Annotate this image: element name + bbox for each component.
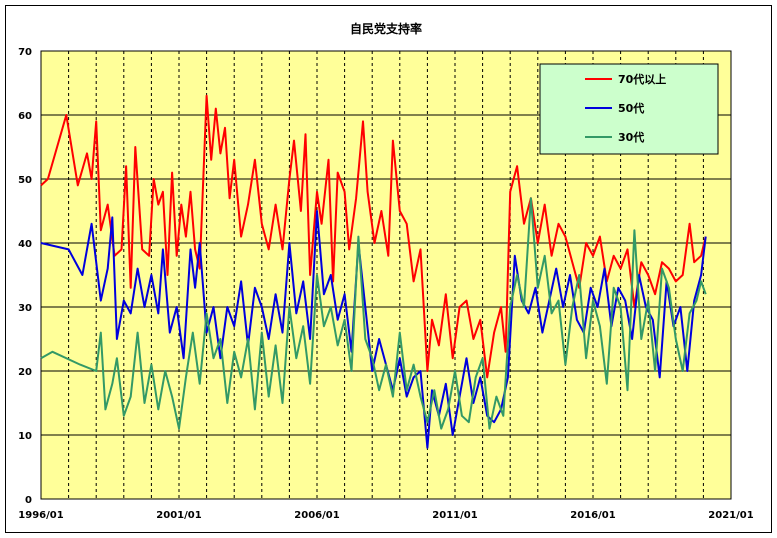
y-axis-ticks: 0 10 20 30 40 50 60 70 bbox=[18, 47, 32, 506]
y-tick-label: 70 bbox=[18, 47, 32, 58]
y-tick-label: 40 bbox=[18, 239, 32, 250]
x-tick-label: 2006/01 bbox=[294, 510, 339, 521]
legend: 70代以上 50代 30代 bbox=[539, 63, 719, 155]
legend-label: 30代 bbox=[618, 130, 644, 144]
x-tick-label: 1996/01 bbox=[18, 510, 63, 521]
x-tick-label: 2016/01 bbox=[570, 510, 615, 521]
y-tick-label: 0 bbox=[25, 495, 32, 506]
y-tick-label: 20 bbox=[18, 367, 32, 378]
x-axis-ticks: 1996/01 2001/01 2006/01 2011/01 2016/01 2021/… bbox=[18, 510, 753, 521]
x-tick-label: 2001/01 bbox=[156, 510, 201, 521]
legend-box bbox=[539, 63, 719, 155]
series-line-0 bbox=[40, 94, 707, 379]
legend-label: 70代以上 bbox=[618, 72, 666, 86]
y-tick-label: 10 bbox=[18, 431, 32, 442]
y-tick-label: 50 bbox=[18, 175, 32, 186]
series-line-2 bbox=[40, 197, 707, 430]
legend-label: 50代 bbox=[618, 101, 644, 115]
y-tick-label: 30 bbox=[18, 303, 32, 314]
series-lines bbox=[40, 94, 707, 449]
x-tick-label: 2011/01 bbox=[432, 510, 477, 521]
chart-title: 自民党支持率 bbox=[350, 21, 422, 36]
y-tick-label: 60 bbox=[18, 111, 32, 122]
x-tick-label: 2021/01 bbox=[708, 510, 753, 521]
